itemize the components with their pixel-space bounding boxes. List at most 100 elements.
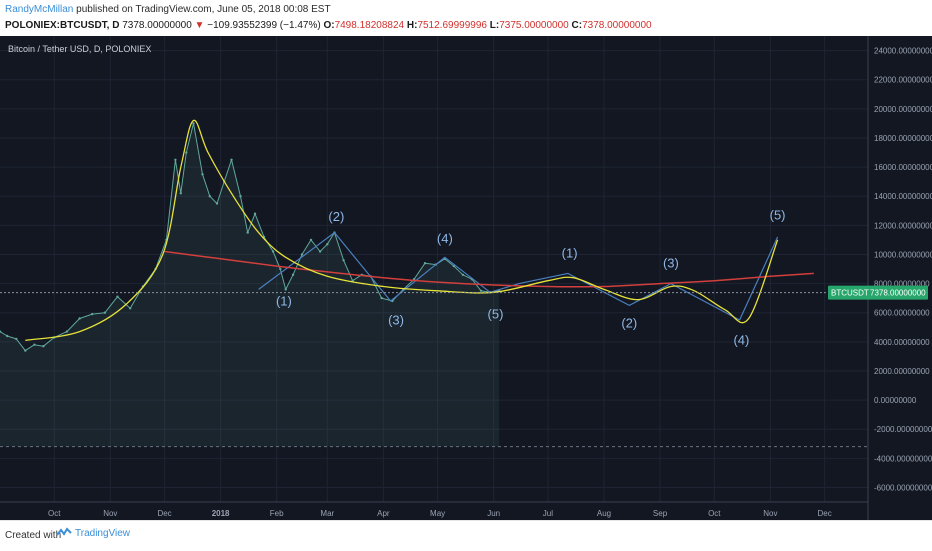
x-tick-label: Aug	[597, 509, 611, 518]
price-point	[179, 192, 182, 195]
open-label: O:	[323, 20, 335, 31]
publication-line: RandyMcMillan published on TradingView.c…	[5, 4, 331, 15]
close-value: 7378.00000000	[582, 20, 652, 31]
red-trend-curve	[164, 250, 814, 288]
badge-symbol-label: BTCUSDT	[831, 289, 869, 298]
y-tick-label: 4000.00000000	[874, 338, 930, 347]
x-tick-label: May	[430, 509, 445, 518]
price-point	[284, 288, 287, 291]
price-point	[208, 195, 211, 198]
y-tick-label: 10000.00000000	[874, 250, 932, 259]
x-tick-label: Oct	[48, 509, 61, 518]
price-point	[300, 253, 304, 256]
x-tick-label: Dec	[157, 509, 171, 518]
price-point	[33, 343, 36, 346]
price-point	[129, 307, 132, 310]
wave-label: (5)	[770, 207, 786, 222]
price-point	[42, 345, 45, 348]
price-point	[230, 158, 233, 161]
x-tick-label: Sep	[653, 509, 668, 518]
high-value: 7512.69999996	[417, 20, 487, 31]
price-point	[24, 349, 27, 352]
wave-label: (5)	[488, 307, 504, 322]
close-label: C:	[571, 20, 583, 31]
y-tick-label: -2000.00000000	[874, 425, 932, 434]
price-point	[78, 317, 81, 320]
wave-label: (1)	[562, 245, 578, 260]
price-point	[103, 311, 107, 314]
x-tick-label: Feb	[270, 509, 284, 518]
y-tick-label: 24000.00000000	[874, 47, 932, 56]
y-tick-label: 20000.00000000	[874, 105, 932, 114]
price-point	[185, 151, 188, 154]
chart-title: Bitcoin / Tether USD, D, POLONIEX	[8, 44, 151, 54]
header-bar: RandyMcMillan published on TradingView.c…	[0, 0, 932, 36]
blue-projection-line	[258, 232, 779, 321]
price-chart[interactable]: 24000.00000000 22000.00000000 20000.000000…	[0, 36, 932, 520]
price-point	[479, 289, 483, 292]
price-point	[246, 231, 249, 234]
tradingview-brand[interactable]: TradingView	[56, 527, 130, 539]
wave-label: (3)	[663, 256, 679, 271]
y-tick-label: 0.00000000	[874, 396, 917, 405]
price-point	[174, 158, 177, 161]
y-tick-label: 14000.00000000	[874, 192, 932, 201]
price-change: −109.93552399 (−1.47%)	[207, 20, 321, 31]
x-tick-label: Jul	[543, 509, 553, 518]
x-tick-label: Oct	[708, 509, 721, 518]
chart-area[interactable]: 24000.00000000 22000.00000000 20000.000000…	[0, 36, 932, 520]
y-tick-label: 2000.00000000	[874, 367, 930, 376]
wave-label: (1)	[276, 293, 292, 308]
y-tick-label: 6000.00000000	[874, 309, 930, 318]
wave-label: (4)	[733, 333, 749, 348]
author-link[interactable]: RandyMcMillan	[5, 4, 74, 15]
last-price: 7378.00000000	[122, 20, 192, 31]
y-tick-label: 8000.00000000	[874, 280, 930, 289]
low-value: 7375.00000000	[499, 20, 569, 31]
tradingview-logo-icon	[56, 527, 72, 536]
y-tick-label: 18000.00000000	[874, 134, 932, 143]
down-arrow-icon: ▼	[194, 20, 205, 31]
x-tick-label: Jun	[487, 509, 500, 518]
wave-label: (3)	[388, 312, 404, 327]
price-point	[461, 273, 465, 276]
last-price-badge	[828, 285, 928, 300]
wave-label: (2)	[621, 315, 637, 330]
price-point	[192, 122, 195, 125]
price-point	[279, 267, 282, 271]
price-point	[239, 195, 242, 198]
price-area-fill	[0, 123, 500, 447]
price-point	[253, 212, 257, 215]
price-point	[423, 262, 427, 265]
badge-price-label: 7378.00000000	[870, 289, 926, 298]
y-tick-label: -4000.00000000	[874, 454, 932, 463]
price-point	[291, 273, 295, 276]
y-tick-label: -6000.00000000	[874, 483, 932, 492]
price-point	[15, 337, 18, 341]
price-point	[309, 238, 313, 242]
x-tick-label: Mar	[320, 509, 334, 518]
price-point	[326, 243, 329, 246]
open-value: 7498.18208824	[334, 20, 405, 31]
ohlc-line: POLONIEX:BTCUSDT, D 7378.00000000 ▼ −109…	[5, 20, 652, 31]
low-label: L:	[489, 20, 500, 31]
x-tick-label: Dec	[817, 509, 831, 518]
price-point	[116, 295, 119, 298]
price-point	[215, 202, 219, 205]
wave-label: (2)	[328, 209, 344, 224]
price-point	[201, 173, 204, 176]
y-tick-label: 16000.00000000	[874, 163, 932, 172]
price-point	[318, 250, 322, 253]
symbol-label: POLONIEX:BTCUSDT, D	[5, 20, 120, 31]
high-label: H:	[406, 20, 418, 31]
price-point	[271, 250, 275, 253]
tradingview-link[interactable]: TradingView	[75, 527, 131, 539]
published-text: published on TradingView.com, June 05, 2…	[76, 4, 331, 15]
price-point	[65, 330, 69, 333]
price-point	[6, 334, 9, 338]
y-tick-label: 22000.00000000	[874, 76, 932, 85]
x-tick-label: Nov	[103, 509, 117, 518]
y-tick-label: 12000.00000000	[874, 221, 932, 230]
x-tick-label: Nov	[763, 509, 777, 518]
wave-label: (4)	[437, 231, 453, 246]
